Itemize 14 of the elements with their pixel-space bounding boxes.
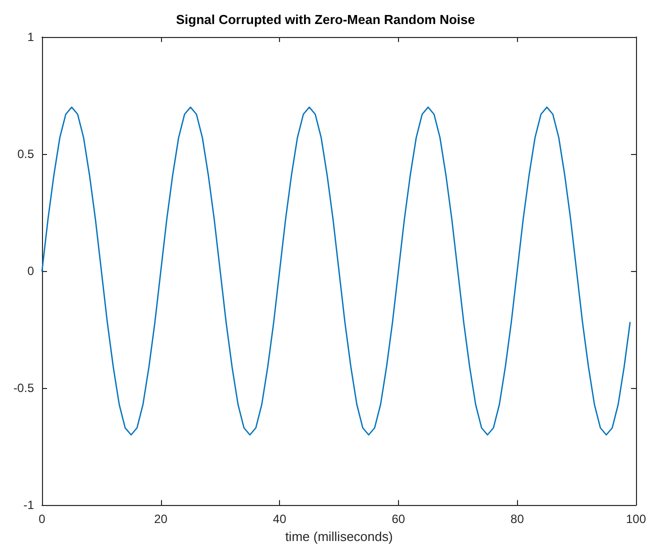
x-tick-label: 20 xyxy=(154,512,168,526)
x-tick-label: 0 xyxy=(38,512,46,526)
x-tick-label: 60 xyxy=(392,512,406,526)
line-series xyxy=(41,106,631,436)
y-tick-label: 1 xyxy=(27,30,34,44)
x-tick-label: 80 xyxy=(510,512,524,526)
y-tick-label: -1 xyxy=(23,498,34,512)
y-tick-label: 0.5 xyxy=(17,147,34,162)
y-tick-label: -0.5 xyxy=(13,381,34,396)
x-axis-title: time (milliseconds) xyxy=(285,529,393,544)
x-tick-label: 40 xyxy=(272,512,287,526)
x-tick-label: 100 xyxy=(626,512,646,526)
chart-title: Signal Corrupted with Zero-Mean Random Noise xyxy=(176,12,476,27)
y-tick-label: 0 xyxy=(27,264,34,278)
